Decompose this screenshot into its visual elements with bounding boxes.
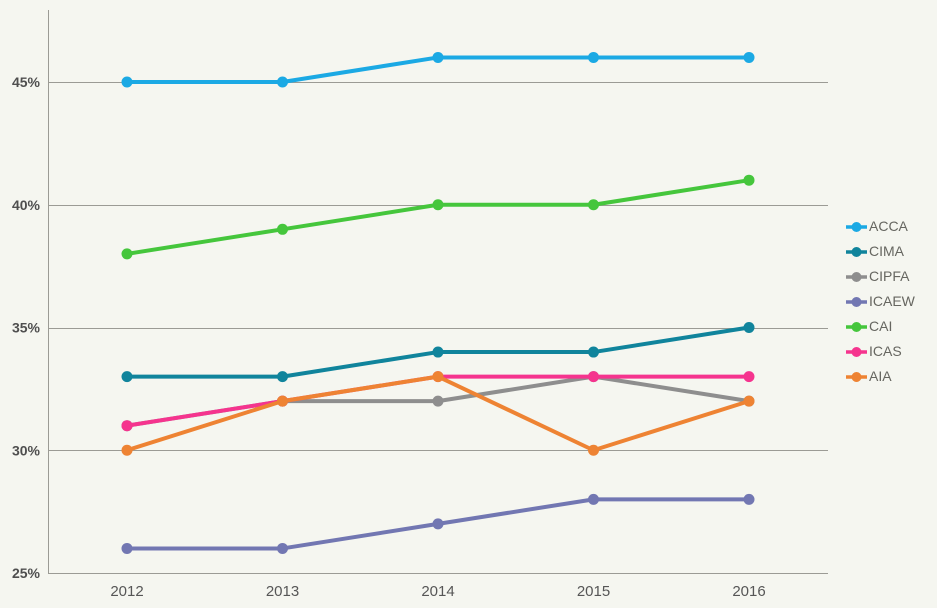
data-point-CAI-2013 xyxy=(277,223,288,235)
data-point-ACCA-2013 xyxy=(277,76,288,88)
legend-item-label: AIA xyxy=(869,368,892,384)
y-tick-label: 45% xyxy=(12,74,41,90)
data-point-ICAS-2016 xyxy=(743,371,755,383)
data-point-ICAS-2015 xyxy=(588,371,599,383)
data-point-CIMA-2013 xyxy=(277,371,288,383)
x-tick-label: 2012 xyxy=(110,583,143,600)
legend-series-marker-icon xyxy=(846,296,867,307)
data-point-CIMA-2014 xyxy=(432,346,444,358)
legend-item-label: CAI xyxy=(869,318,893,334)
legend-series-marker-icon xyxy=(846,221,867,232)
legend-item-label: ICAS xyxy=(869,343,902,359)
x-tick-label: 2015 xyxy=(577,583,610,600)
legend-item-CIPFA: CIPFA xyxy=(845,264,915,289)
data-point-ICAEW-2016 xyxy=(743,493,755,505)
data-point-AIA-2014 xyxy=(432,371,444,383)
legend-item-AIA: AIA xyxy=(845,364,915,389)
y-tick-label: 30% xyxy=(12,442,41,458)
legend-item-CAI: CAI xyxy=(845,314,915,339)
legend-item-label: ICAEW xyxy=(869,293,915,309)
data-point-ICAEW-2014 xyxy=(432,518,444,530)
legend-series-marker-icon xyxy=(846,321,867,332)
data-point-ACCA-2012 xyxy=(121,76,133,88)
x-tick-label: 2014 xyxy=(421,583,454,600)
legend: ACCA CIMA CIPFA ICAEW CAI ICAS AIA xyxy=(845,214,915,389)
legend-item-ICAS: ICAS xyxy=(845,339,915,364)
legend-item-label: ACCA xyxy=(869,218,908,234)
data-point-CIMA-2012 xyxy=(121,371,133,383)
legend-series-marker-icon xyxy=(846,346,867,357)
data-point-ICAEW-2013 xyxy=(277,542,288,554)
data-point-CAI-2016 xyxy=(743,174,755,186)
data-point-AIA-2016 xyxy=(743,395,755,407)
y-tick-label: 25% xyxy=(12,565,41,581)
data-point-ICAS-2012 xyxy=(121,420,133,432)
data-point-AIA-2015 xyxy=(588,444,599,456)
legend-item-CIMA: CIMA xyxy=(845,239,915,264)
legend-item-ACCA: ACCA xyxy=(845,214,915,239)
data-point-ICAEW-2015 xyxy=(588,493,599,505)
y-tick-label: 40% xyxy=(12,197,41,213)
data-point-AIA-2013 xyxy=(277,395,288,407)
x-tick-label: 2013 xyxy=(266,583,299,600)
legend-item-ICAEW: ICAEW xyxy=(845,289,915,314)
legend-item-label: CIPFA xyxy=(869,268,910,284)
y-tick-label: 35% xyxy=(12,320,41,336)
series-line-CAI xyxy=(126,178,750,256)
data-point-CIMA-2015 xyxy=(588,346,599,358)
x-tick-label: 2016 xyxy=(732,583,765,600)
data-point-CAI-2015 xyxy=(588,199,599,211)
data-point-CIMA-2016 xyxy=(743,322,755,333)
legend-series-marker-icon xyxy=(846,371,867,382)
data-point-ACCA-2016 xyxy=(743,51,755,63)
data-point-CAI-2014 xyxy=(432,199,444,211)
legend-series-marker-icon xyxy=(846,246,867,257)
data-point-ICAEW-2012 xyxy=(121,542,133,554)
data-point-AIA-2012 xyxy=(121,444,133,456)
legend-item-label: CIMA xyxy=(869,243,904,259)
data-point-ACCA-2015 xyxy=(588,51,599,63)
data-point-CAI-2012 xyxy=(121,248,133,260)
data-point-CIPFA-2014 xyxy=(432,395,444,407)
data-point-ACCA-2014 xyxy=(432,51,444,63)
legend-series-marker-icon xyxy=(846,271,867,282)
